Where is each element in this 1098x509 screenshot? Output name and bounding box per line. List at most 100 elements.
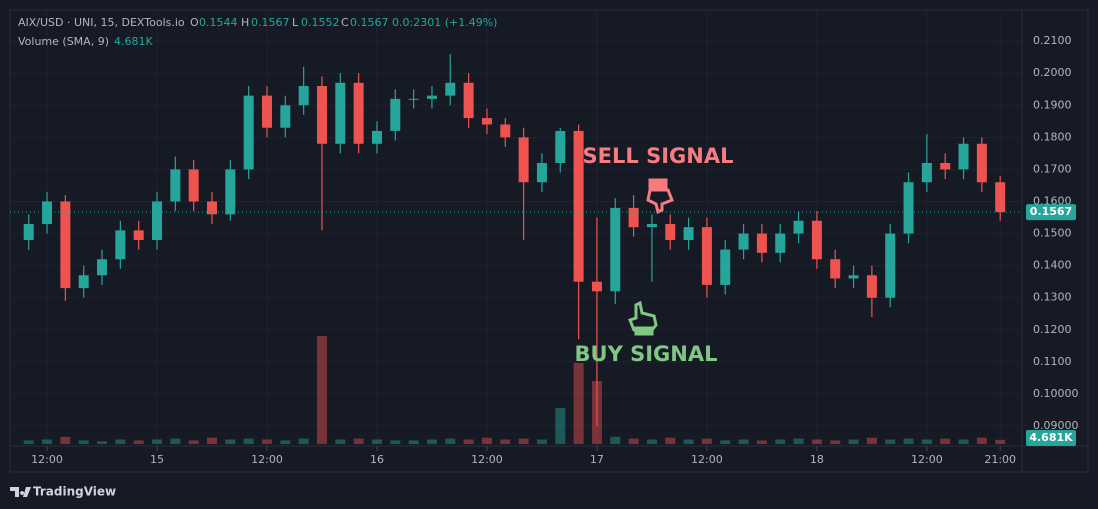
volume-bar bbox=[683, 439, 694, 444]
x-tick-label: 12:00 bbox=[911, 453, 943, 466]
x-tick-label: 18 bbox=[810, 453, 824, 466]
volume-bar bbox=[316, 336, 327, 444]
price-tag bbox=[1026, 204, 1076, 221]
volume-bar bbox=[775, 439, 786, 444]
candle-body bbox=[243, 95, 254, 170]
candle-body bbox=[940, 163, 951, 170]
volume-tag-label: 4.681K bbox=[1029, 431, 1073, 444]
y-tick-label: 0.2000 bbox=[1033, 66, 1072, 79]
volume-bar bbox=[756, 440, 767, 444]
candle-body bbox=[298, 86, 309, 106]
candle-body bbox=[885, 233, 896, 298]
symbol: AIX/USD · UNI, 15, DEXTools.io bbox=[18, 16, 185, 29]
candle-body bbox=[921, 163, 932, 183]
volume-bar bbox=[23, 440, 34, 444]
volume-bar bbox=[371, 439, 382, 444]
candle-body bbox=[976, 143, 987, 183]
candle-body bbox=[335, 82, 346, 144]
candle-body bbox=[152, 201, 163, 240]
candle-body bbox=[536, 163, 547, 183]
candle-body bbox=[830, 259, 841, 279]
y-tick-label: 0.2100 bbox=[1033, 34, 1072, 47]
sell-hand-icon bbox=[646, 178, 674, 215]
buy-hand-icon bbox=[628, 300, 658, 336]
sell-signal: SELL SIGNAL bbox=[583, 144, 734, 168]
candle-body bbox=[958, 143, 969, 170]
volume-bar bbox=[665, 437, 676, 444]
candle-body bbox=[316, 86, 327, 144]
candle-body bbox=[426, 95, 437, 99]
volume-bar bbox=[280, 440, 291, 444]
volume-bar bbox=[481, 437, 492, 444]
volume-bar bbox=[42, 439, 53, 444]
candle-body bbox=[371, 130, 382, 144]
volume-bar bbox=[152, 439, 163, 444]
candle-body bbox=[903, 182, 914, 234]
buy-signal: BUY SIGNAL bbox=[575, 342, 718, 366]
volume-bar bbox=[885, 439, 896, 444]
y-tick-label: 0.10000 bbox=[1033, 387, 1079, 400]
x-tick-label: 12:00 bbox=[471, 453, 503, 466]
volume-bar bbox=[866, 437, 877, 444]
volume-bar bbox=[976, 437, 987, 444]
volume-bar bbox=[720, 440, 731, 444]
y-tick-label: 0.1200 bbox=[1033, 323, 1072, 336]
volume-bar bbox=[701, 438, 712, 444]
y-tick-label: 0.1400 bbox=[1033, 259, 1072, 272]
y-tick-label: 0.1800 bbox=[1033, 130, 1072, 143]
candle-body bbox=[170, 169, 181, 202]
candle-body bbox=[481, 118, 492, 125]
candle-body bbox=[463, 82, 474, 119]
o-label: O bbox=[190, 16, 199, 29]
volume-bar bbox=[958, 439, 969, 444]
candle-body bbox=[628, 207, 639, 228]
candle-body bbox=[683, 227, 694, 240]
candle-body bbox=[665, 223, 676, 240]
candle-body bbox=[610, 207, 621, 292]
candle-body bbox=[701, 227, 712, 285]
candle-body bbox=[738, 233, 749, 250]
candle-body bbox=[225, 169, 236, 215]
volume-bar bbox=[60, 436, 71, 444]
volume-bar bbox=[518, 438, 529, 444]
volume-bar bbox=[903, 438, 914, 444]
candle-body bbox=[793, 220, 804, 234]
candle-body bbox=[445, 82, 456, 96]
volume-value: 4.681K bbox=[114, 35, 153, 48]
candle-body bbox=[756, 233, 767, 253]
l-value: 0.1552 bbox=[301, 16, 340, 29]
volume-bar bbox=[243, 438, 254, 444]
volume-bar bbox=[97, 441, 108, 444]
volume-bar bbox=[573, 363, 584, 444]
change: 0.0:2301 (+1.49%) bbox=[392, 16, 497, 29]
candle-body bbox=[78, 275, 89, 289]
volume-bar bbox=[298, 438, 309, 444]
x-tick-label: 16 bbox=[370, 453, 384, 466]
candle-body bbox=[261, 95, 272, 128]
volume-bar bbox=[225, 439, 236, 444]
candle-body bbox=[866, 275, 877, 298]
candle-body bbox=[60, 201, 71, 289]
y-tick-label: 0.1500 bbox=[1033, 227, 1072, 240]
volume-bar bbox=[628, 438, 639, 444]
pane-border bbox=[9, 9, 1089, 473]
volume-bar bbox=[133, 440, 144, 444]
volume-bar bbox=[188, 440, 199, 444]
volume-bar bbox=[78, 440, 89, 444]
o-value: 0.1544 bbox=[199, 16, 238, 29]
volume-bar bbox=[921, 439, 932, 444]
candle-body bbox=[280, 105, 291, 128]
volume-bar bbox=[115, 439, 126, 444]
candle-body bbox=[555, 130, 566, 164]
volume-bar bbox=[811, 439, 822, 444]
tradingview-logo bbox=[10, 487, 31, 497]
candle-body bbox=[848, 275, 859, 279]
volume-bar bbox=[335, 439, 346, 444]
candle-body bbox=[720, 249, 731, 285]
x-tick-label: 17 bbox=[590, 453, 604, 466]
h-label: H bbox=[241, 16, 249, 29]
volume-bar bbox=[445, 438, 456, 444]
y-tick-label: 0.1100 bbox=[1033, 355, 1072, 368]
